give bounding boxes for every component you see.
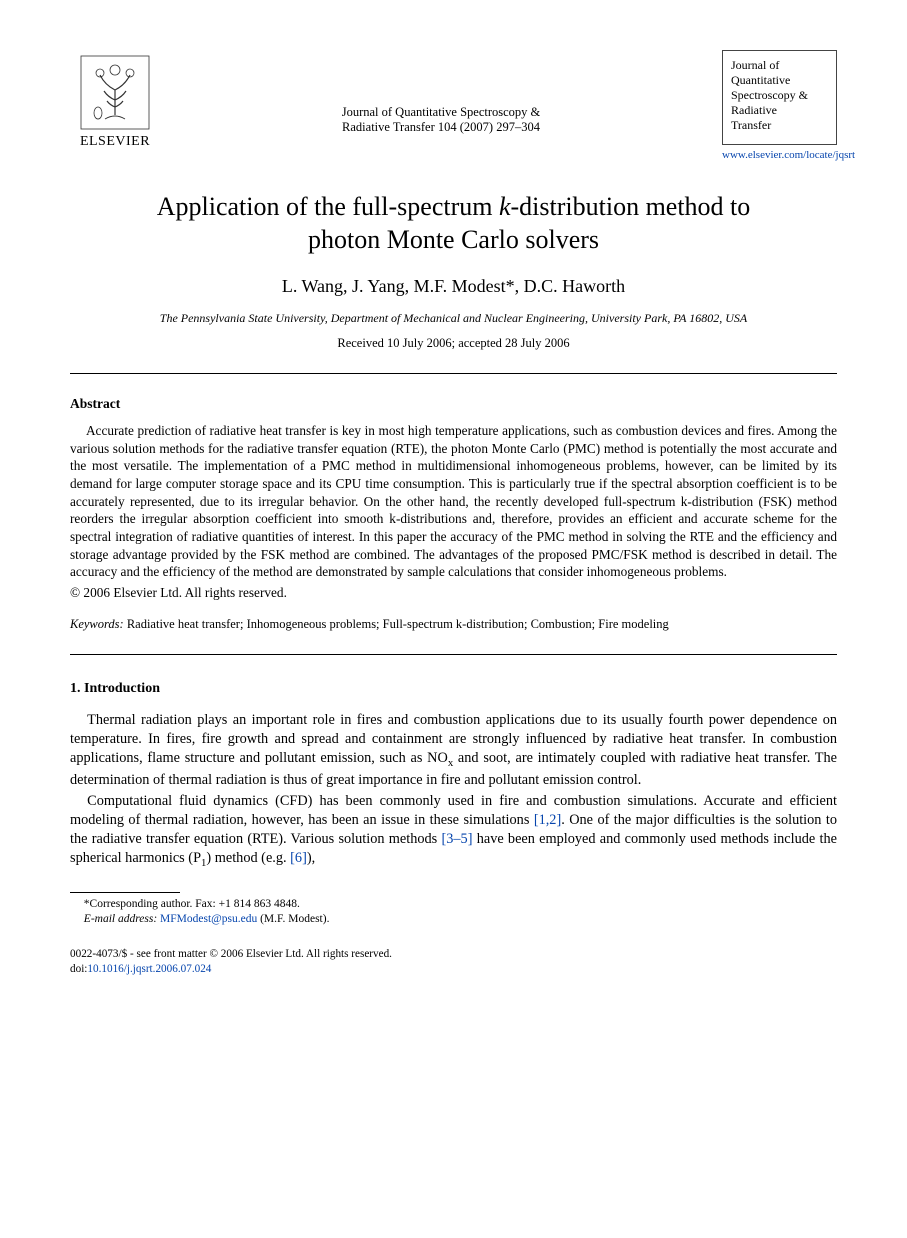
header-row: ELSEVIER Journal of Quantitative Spectro… (70, 50, 837, 161)
journal-url-link[interactable]: www.elsevier.com/locate/jqsrt (722, 149, 837, 161)
divider (70, 654, 837, 655)
journal-cover: Journal of Quantitative Spectroscopy & R… (722, 50, 837, 145)
email-link[interactable]: MFModest@psu.edu (160, 913, 257, 925)
p2-text: ) method (e.g. (206, 850, 290, 866)
journal-citation-line2: Radiative Transfer 104 (2007) 297–304 (160, 120, 722, 135)
citation-link[interactable]: [3–5] (441, 831, 472, 847)
article-dates: Received 10 July 2006; accepted 28 July … (70, 336, 837, 351)
email-footnote: E-mail address: MFModest@psu.edu (M.F. M… (70, 912, 837, 927)
doi-label: doi: (70, 963, 87, 975)
abstract-body: Accurate prediction of radiative heat tr… (70, 422, 837, 581)
issn-line: 0022-4073/$ - see front matter © 2006 El… (70, 947, 837, 962)
publisher-logo: ELSEVIER (70, 50, 160, 150)
cover-line: Journal of (731, 58, 828, 73)
journal-citation: Journal of Quantitative Spectroscopy & R… (160, 50, 722, 135)
footer: 0022-4073/$ - see front matter © 2006 El… (70, 947, 837, 976)
footnote-divider (70, 892, 180, 893)
article-title: Application of the full-spectrum k-distr… (70, 191, 837, 256)
abstract-copyright: © 2006 Elsevier Ltd. All rights reserved… (70, 585, 837, 601)
title-text: Application of the full-spectrum (157, 192, 499, 221)
affiliation: The Pennsylvania State University, Depar… (70, 311, 837, 326)
doi-line: doi:10.1016/j.jqsrt.2006.07.024 (70, 962, 837, 977)
keywords: Keywords: Radiative heat transfer; Inhom… (70, 617, 837, 632)
elsevier-tree-icon (80, 55, 150, 130)
intro-paragraph-2: Computational fluid dynamics (CFD) has b… (70, 792, 837, 871)
keywords-label: Keywords: (70, 617, 124, 631)
corresponding-author-footnote: *Corresponding author. Fax: +1 814 863 4… (70, 897, 837, 912)
divider (70, 373, 837, 374)
cover-line: Quantitative (731, 73, 828, 88)
cover-line: Spectroscopy & (731, 88, 828, 103)
keywords-text: Radiative heat transfer; Inhomogeneous p… (124, 617, 669, 631)
publisher-name: ELSEVIER (80, 134, 150, 150)
email-label: E-mail address: (84, 913, 157, 925)
title-k-italic: k (499, 192, 511, 221)
cover-line: Radiative (731, 103, 828, 118)
title-line2: photon Monte Carlo solvers (308, 225, 599, 254)
authors: L. Wang, J. Yang, M.F. Modest*, D.C. Haw… (70, 276, 837, 297)
email-author: (M.F. Modest). (257, 913, 329, 925)
intro-paragraph-1: Thermal radiation plays an important rol… (70, 711, 837, 790)
citation-link[interactable]: [6] (290, 850, 307, 866)
title-text: -distribution method to (511, 192, 751, 221)
cover-line: Transfer (731, 118, 828, 133)
citation-link[interactable]: [1,2] (534, 812, 561, 828)
section-heading-intro: 1. Introduction (70, 681, 837, 697)
abstract-heading: Abstract (70, 396, 837, 412)
doi-link[interactable]: 10.1016/j.jqsrt.2006.07.024 (87, 963, 211, 975)
p2-text: ), (307, 850, 315, 866)
journal-cover-box: Journal of Quantitative Spectroscopy & R… (722, 50, 837, 161)
journal-citation-line1: Journal of Quantitative Spectroscopy & (160, 105, 722, 120)
